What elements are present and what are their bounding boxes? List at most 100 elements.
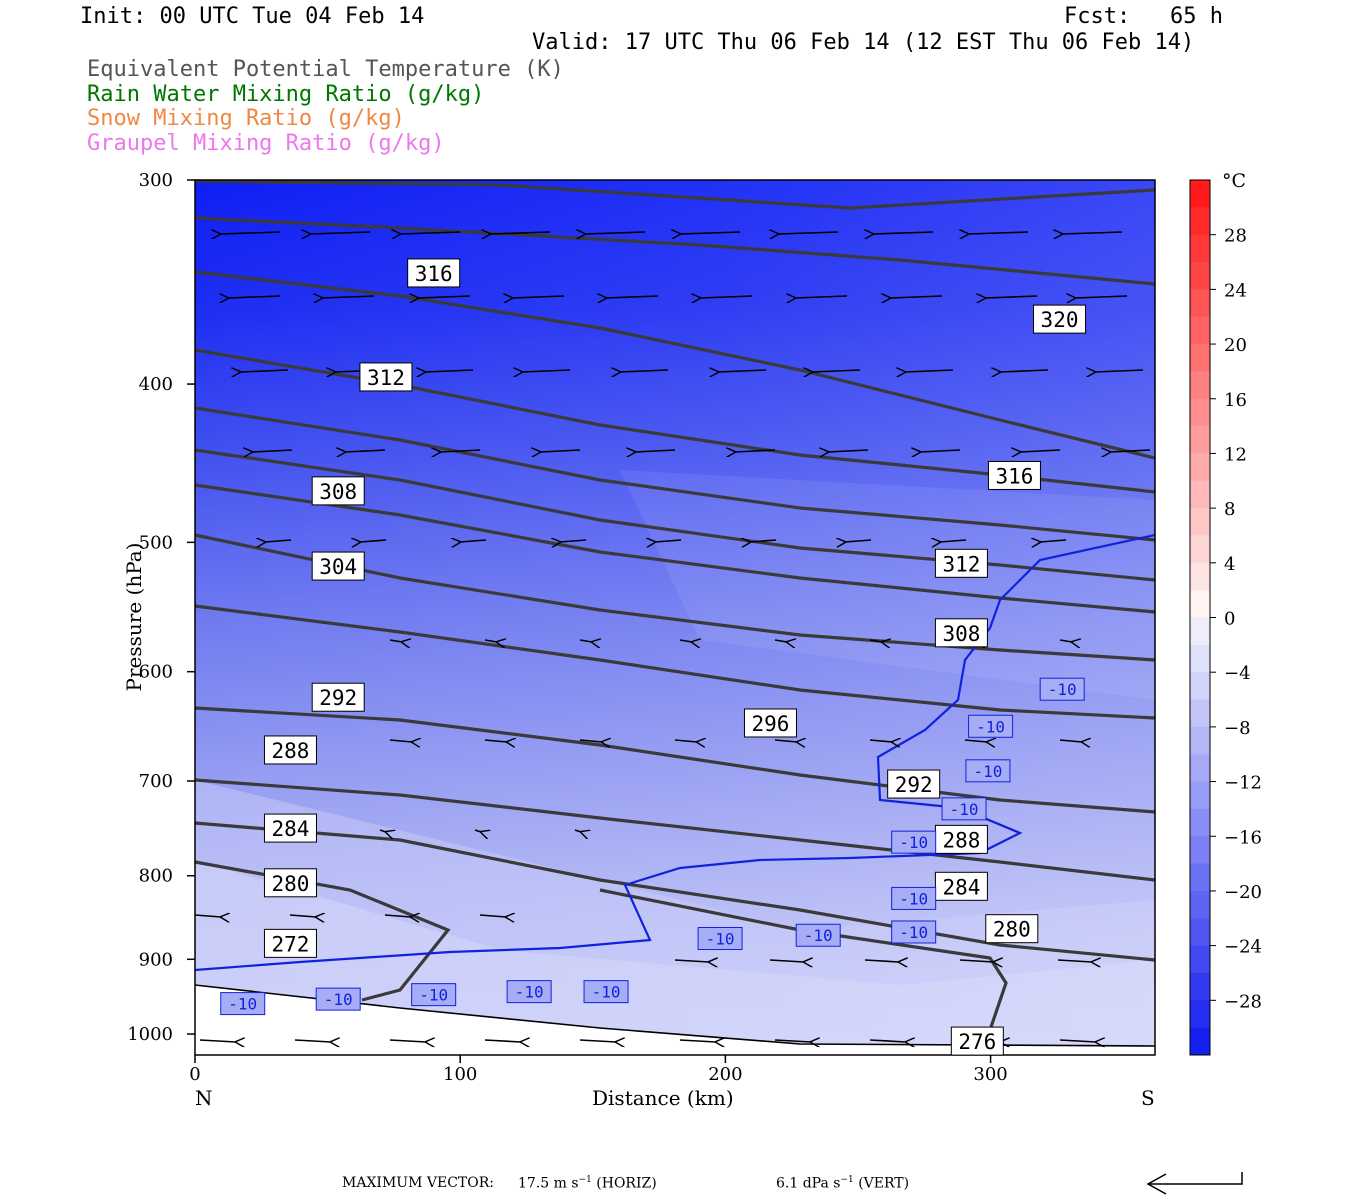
wind-arrow [620, 370, 669, 372]
theta-e-label-box [987, 460, 1041, 490]
colorbar-swatch [1190, 453, 1210, 482]
y-tick-label: 1000 [127, 1024, 173, 1045]
wind-arrow [869, 1040, 906, 1042]
wind-arrow [828, 450, 869, 452]
colorbar-swatch [1190, 180, 1210, 208]
wind-arrow [474, 829, 481, 832]
wind-arrow [674, 960, 709, 962]
theta-e-label: 312 [942, 552, 980, 576]
wind-arrow [579, 1040, 616, 1042]
isotherm-label-box [941, 797, 987, 821]
colorbar-swatch [1190, 1000, 1210, 1029]
theta-e-label-box [950, 1026, 1004, 1056]
colorbar-label: −28 [1224, 991, 1262, 1012]
wind-arrow [959, 960, 994, 962]
wind-arrow [635, 450, 676, 452]
terrain-mask [195, 985, 1155, 1055]
x-tick-label: 200 [708, 1064, 742, 1085]
x-axis-left-end: N [195, 1086, 213, 1110]
wind-arrow [1059, 1040, 1096, 1042]
theta-e-label-box [263, 868, 317, 898]
colorbar-swatch [1190, 316, 1210, 345]
wind-arrow [379, 829, 386, 832]
isotherm-label-box [220, 992, 266, 1016]
wind-arrow [774, 1040, 811, 1042]
colorbar-label: 12 [1224, 444, 1247, 465]
wind-arrow [1095, 370, 1144, 372]
wind-arrow [194, 915, 221, 917]
theta-e-label-box [311, 551, 365, 581]
colorbar-label: 16 [1224, 390, 1247, 411]
reference-vector [1146, 1172, 1243, 1195]
max-vector-label: MAXIMUM VECTOR: [342, 1175, 494, 1191]
colorbar-swatch [1190, 234, 1210, 263]
colorbar-label: 0 [1224, 609, 1235, 630]
y-tick-label: 800 [139, 866, 173, 887]
y-tick-label: 400 [139, 374, 173, 395]
isotherm-labels: -10 -10 -10 -10 -10 -10 -10 -10 -10 -10 -10 -10 -10 -… [220, 677, 1085, 1016]
wind-arrow [574, 829, 581, 832]
x-tick-label: 100 [443, 1064, 477, 1085]
wind-arrow [579, 640, 592, 642]
theta-e-label-box [934, 871, 988, 901]
theta-e-label-box [887, 769, 941, 799]
wind-arrow [964, 740, 987, 742]
wind-arrow [522, 370, 571, 372]
wind-arrow [400, 232, 461, 234]
theta-e-label: 320 [1041, 308, 1079, 332]
theta-e-label: 280 [993, 918, 1031, 942]
colorbar-swatch [1190, 672, 1210, 701]
isotherm-label-box [583, 980, 629, 1004]
colorbar-label: −4 [1224, 663, 1251, 684]
wind-arrow [490, 232, 551, 234]
wind-arrow [812, 370, 861, 372]
colorbar-label: 28 [1224, 226, 1247, 247]
wind-arrow [199, 1040, 236, 1042]
plot-frame [194, 179, 1156, 1056]
wind-arrow [869, 740, 892, 742]
theta-e-label-box [934, 824, 988, 854]
legend-graupel: Graupel Mixing Ratio (g/kg) [87, 131, 445, 156]
colorbar-label: −20 [1224, 882, 1262, 903]
wind-arrow [1059, 740, 1082, 742]
theta-e-label: 312 [367, 366, 405, 390]
isotherm-label-box [968, 714, 1014, 738]
wind-arrow [484, 740, 507, 742]
colorbar-swatch [1190, 644, 1210, 673]
isotherm-label: -10 [592, 983, 621, 1002]
colorbar-swatch [1190, 590, 1210, 618]
colorbar-swatch [1190, 562, 1210, 591]
theta-e-label: 304 [319, 555, 357, 579]
legend-rain: Rain Water Mixing Ratio (g/kg) [87, 82, 485, 107]
wind-arrow [1059, 640, 1072, 642]
colorbar-swatch [1190, 207, 1210, 236]
wind-arrow [718, 370, 767, 372]
theta-e-label-box [985, 914, 1039, 944]
isotherm-label: -10 [324, 990, 353, 1009]
wind-arrow [1020, 450, 1061, 452]
colorbar-label: 24 [1224, 280, 1247, 301]
x-tick-label: 0 [189, 1064, 200, 1085]
colorbar-unit: °C [1222, 170, 1247, 192]
theta-e-label: 296 [752, 712, 790, 736]
colorbar-swatch [1190, 289, 1210, 318]
wind-arrow [890, 296, 943, 298]
theta-e-label: 284 [942, 875, 980, 899]
wind-arrow [940, 540, 967, 542]
isotherm-label-box [1039, 677, 1085, 701]
wind-arrow [484, 1040, 521, 1042]
colorbar-label: 4 [1224, 554, 1235, 575]
wind-arrow [345, 450, 386, 452]
wind-arrow [425, 370, 474, 372]
wind-arrow [700, 296, 753, 298]
colorbar-swatch [1190, 535, 1210, 564]
init-time: Init: 00 UTC Tue 04 Feb 14 [80, 4, 425, 29]
isotherm-label: -10 [973, 762, 1002, 781]
colorbar-swatch [1190, 699, 1210, 728]
wind-arrow [1075, 296, 1128, 298]
wind-arrow [240, 370, 289, 372]
colorbar-label: −8 [1224, 718, 1251, 739]
theta-e-label-box [263, 735, 317, 765]
colorbar-swatch [1190, 426, 1210, 454]
wind-arrow [778, 232, 839, 234]
